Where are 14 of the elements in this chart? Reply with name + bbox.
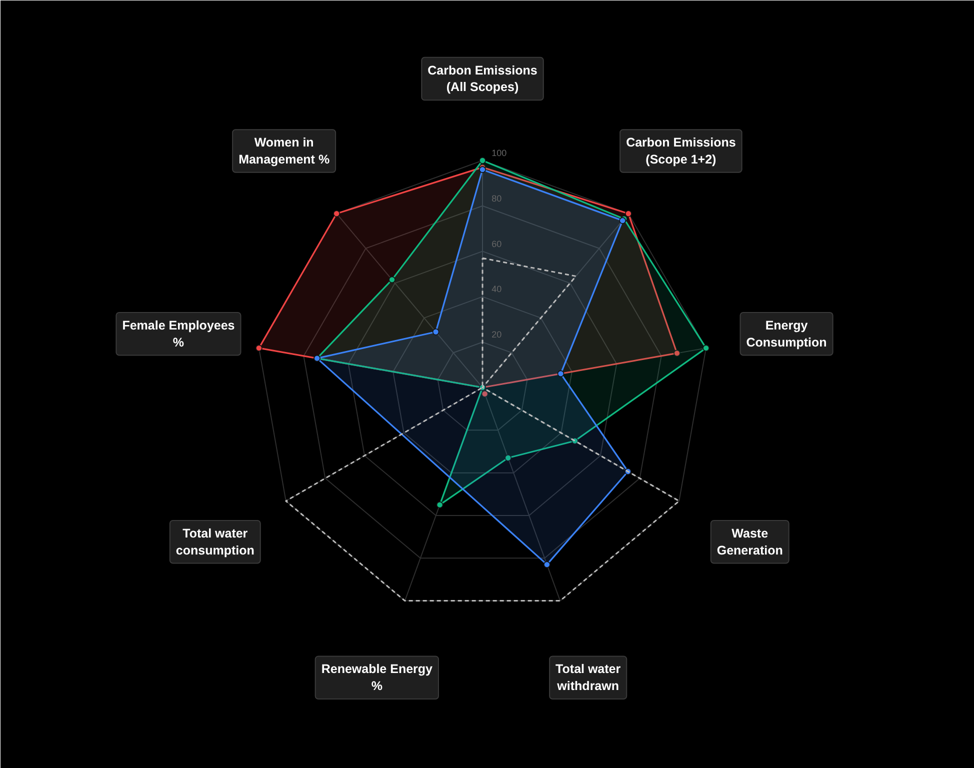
- y-tick-label: 80: [492, 193, 502, 204]
- y-tick-label: 40: [492, 284, 502, 294]
- spoke-label: Carbon Emissions (All Scopes): [428, 63, 538, 94]
- spoke-label: Total water consumption: [176, 526, 254, 558]
- spoke-label: Total water withdrawn: [556, 662, 621, 693]
- y-tick-label: 20: [492, 330, 502, 340]
- spoke-label: Female Employees %: [122, 318, 235, 350]
- y-tick-label: 60: [492, 238, 502, 249]
- spoke-label: Waste Generation: [716, 526, 783, 558]
- spoke-label: Carbon Emissions (Scope 1+2): [626, 136, 736, 166]
- spoke-label: Women in Management %: [238, 136, 330, 166]
- y-tick-label: 100: [492, 148, 507, 158]
- spoke-label: Energy Consumption: [746, 318, 827, 350]
- spoke-label: Renewable Energy %: [321, 662, 433, 693]
